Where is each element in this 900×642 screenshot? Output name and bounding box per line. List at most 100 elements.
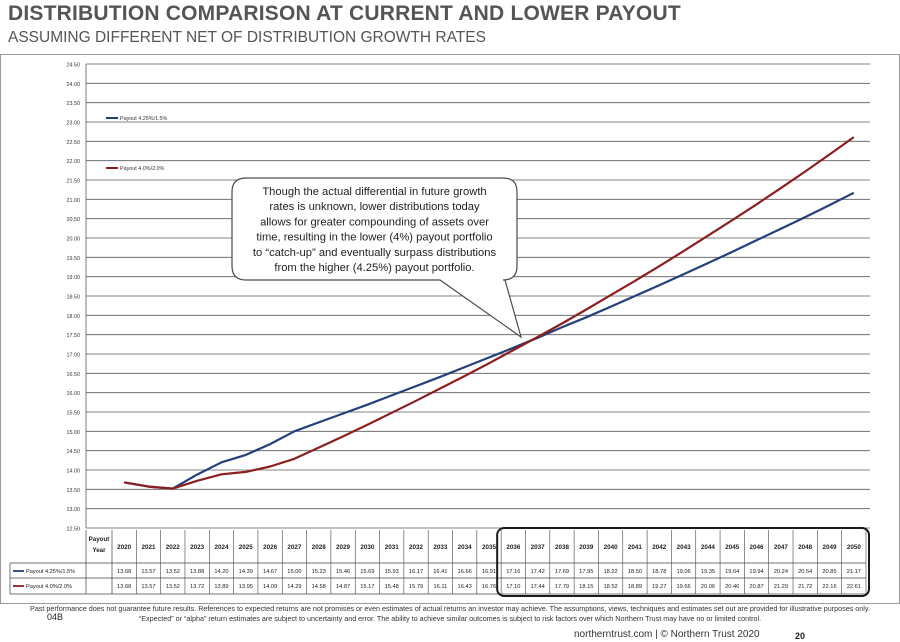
data-label: 13.57 bbox=[141, 569, 155, 575]
data-label: 16.66 bbox=[458, 569, 472, 575]
y-tick-label: 21.50 bbox=[67, 179, 81, 185]
x-tick-label: 2022 bbox=[166, 544, 181, 551]
data-label: 20.54 bbox=[798, 569, 812, 575]
y-tick-label: 19.00 bbox=[67, 275, 81, 281]
data-label: 15.00 bbox=[287, 569, 301, 575]
x-tick-label: 2040 bbox=[604, 544, 619, 551]
y-tick-label: 18.50 bbox=[67, 295, 81, 301]
y-tick-label: 16.00 bbox=[67, 391, 81, 397]
x-tick-label: 2029 bbox=[336, 544, 351, 551]
data-label: 18.22 bbox=[603, 569, 617, 575]
x-tick-label: 2038 bbox=[555, 544, 570, 551]
data-label: 15.23 bbox=[312, 569, 326, 575]
annotation-callout bbox=[231, 177, 523, 339]
data-label: 18.15 bbox=[579, 584, 593, 590]
y-tick-label: 13.00 bbox=[67, 507, 81, 513]
data-label: 17.95 bbox=[579, 569, 593, 575]
data-label: 22.16 bbox=[822, 584, 836, 590]
disclaimer-text: Past performance does not guarantee futu… bbox=[30, 604, 870, 623]
data-label: 21.29 bbox=[774, 584, 788, 590]
x-tick-label: 2034 bbox=[458, 544, 473, 551]
data-label: 13.88 bbox=[190, 569, 204, 575]
page-number: 20 bbox=[795, 631, 806, 641]
data-label: 17.44 bbox=[531, 584, 545, 590]
data-label: 14.20 bbox=[214, 569, 228, 575]
data-label: 18.89 bbox=[628, 584, 642, 590]
data-label: 15.48 bbox=[385, 584, 399, 590]
y-tick-label: 14.00 bbox=[67, 469, 81, 475]
x-tick-label: 2046 bbox=[750, 544, 765, 551]
y-tick-label: 12.50 bbox=[67, 527, 81, 533]
y-tick-label: 17.50 bbox=[67, 333, 81, 339]
x-tick-label: 2028 bbox=[312, 544, 327, 551]
x-tick-label: 2020 bbox=[117, 544, 132, 551]
data-label: 20.06 bbox=[701, 584, 715, 590]
y-tick-label: 19.50 bbox=[67, 256, 81, 262]
data-label: 13.52 bbox=[166, 569, 180, 575]
data-label: 17.69 bbox=[555, 569, 569, 575]
data-label: 15.17 bbox=[360, 584, 374, 590]
data-label: 16.17 bbox=[409, 569, 423, 575]
x-tick-label: 2044 bbox=[701, 544, 716, 551]
y-tick-label: 14.50 bbox=[67, 449, 81, 455]
data-label: 18.78 bbox=[652, 569, 666, 575]
x-tick-label: 2032 bbox=[409, 544, 424, 551]
data-label: 16.41 bbox=[433, 569, 447, 575]
x-tick-label: 2023 bbox=[190, 544, 205, 551]
data-label: 19.35 bbox=[701, 569, 715, 575]
y-tick-label: 17.00 bbox=[67, 353, 81, 359]
highlight-box bbox=[496, 527, 870, 597]
x-tick-label: 2039 bbox=[579, 544, 594, 551]
y-tick-label: 13.50 bbox=[67, 488, 81, 494]
x-tick-label: 2037 bbox=[531, 544, 546, 551]
footer-site: northerntrust.com | © Northern Trust 202… bbox=[574, 629, 760, 640]
legend-label: Payout 4.0%/2.0% bbox=[120, 166, 165, 172]
y-tick-label: 24.00 bbox=[67, 82, 81, 88]
x-tick-label: 2049 bbox=[823, 544, 838, 551]
table-header-label: Year bbox=[92, 547, 106, 554]
x-tick-label: 2025 bbox=[239, 544, 254, 551]
annotation-text: Though the actual differential in future… bbox=[253, 186, 497, 274]
data-label: 15.69 bbox=[360, 569, 374, 575]
y-tick-label: 24.50 bbox=[67, 63, 81, 69]
data-label: 13.52 bbox=[166, 584, 180, 590]
y-tick-label: 20.00 bbox=[67, 237, 81, 243]
data-label: 15.93 bbox=[385, 569, 399, 575]
x-tick-label: 2045 bbox=[725, 544, 740, 551]
page-title: DISTRIBUTION COMPARISON AT CURRENT AND L… bbox=[8, 2, 681, 25]
data-label: 13.72 bbox=[190, 584, 204, 590]
table-row-label: Payout 4.25%/1.5% bbox=[26, 569, 75, 575]
x-tick-label: 2036 bbox=[506, 544, 521, 551]
y-tick-label: 22.50 bbox=[67, 140, 81, 146]
data-label: 14.09 bbox=[263, 584, 277, 590]
data-label: 13.68 bbox=[117, 584, 131, 590]
data-label: 15.46 bbox=[336, 569, 350, 575]
data-label: 19.94 bbox=[749, 569, 763, 575]
data-label: 13.95 bbox=[239, 584, 253, 590]
data-label: 19.64 bbox=[725, 569, 739, 575]
legend-label: Payout 4.25%/1.5% bbox=[120, 116, 168, 122]
x-tick-label: 2042 bbox=[652, 544, 667, 551]
page-subtitle: ASSUMING DIFFERENT NET OF DISTRIBUTION G… bbox=[8, 29, 486, 46]
x-tick-label: 2047 bbox=[774, 544, 789, 551]
stray-mark: 04B bbox=[47, 612, 64, 622]
data-label: 14.58 bbox=[312, 584, 326, 590]
y-tick-label: 22.00 bbox=[67, 159, 81, 165]
data-label: 19.66 bbox=[676, 584, 690, 590]
data-label: 20.24 bbox=[774, 569, 788, 575]
x-tick-label: 2031 bbox=[385, 544, 400, 551]
x-tick-label: 2035 bbox=[482, 544, 497, 551]
y-tick-label: 15.00 bbox=[67, 430, 81, 436]
data-label: 14.29 bbox=[287, 584, 301, 590]
x-tick-label: 2033 bbox=[433, 544, 448, 551]
x-tick-label: 2050 bbox=[847, 544, 862, 551]
chart-frame bbox=[0, 54, 900, 604]
data-label: 15.79 bbox=[409, 584, 423, 590]
data-label: 17.79 bbox=[555, 584, 569, 590]
data-label: 18.50 bbox=[628, 569, 642, 575]
x-tick-label: 2030 bbox=[360, 544, 375, 551]
data-label: 22.61 bbox=[847, 584, 861, 590]
data-label: 13.68 bbox=[117, 569, 131, 575]
x-tick-label: 2024 bbox=[214, 544, 229, 551]
